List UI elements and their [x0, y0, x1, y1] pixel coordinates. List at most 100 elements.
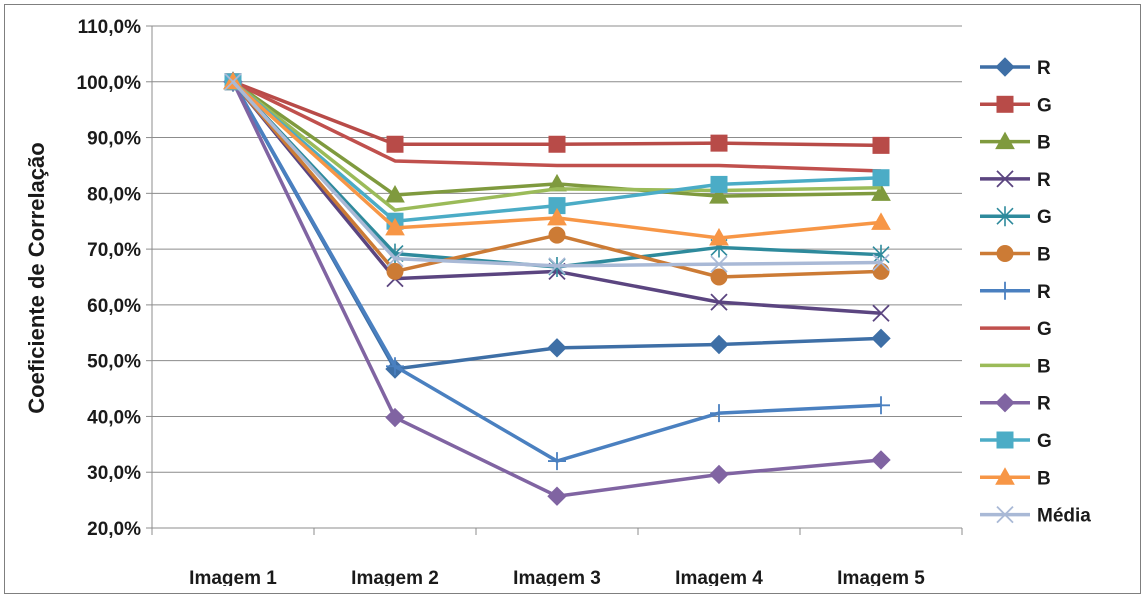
data-point — [872, 253, 890, 272]
legend-item: B — [980, 356, 1051, 377]
data-point — [709, 227, 729, 246]
legend-item: G — [980, 206, 1052, 228]
legend-marker — [996, 206, 1014, 227]
data-point — [872, 136, 890, 154]
series-8 — [232, 80, 882, 173]
x-tick-label: Imagem 2 — [351, 568, 439, 586]
data-point — [547, 207, 567, 226]
y-tick-label: 40,0% — [87, 407, 141, 428]
legend-label: R — [1037, 394, 1051, 415]
legend-item: G — [980, 319, 1052, 340]
data-point — [386, 357, 404, 376]
y-tick-label: 60,0% — [87, 296, 141, 317]
data-point — [709, 186, 729, 204]
legend-item: B — [980, 467, 1051, 489]
legend-label: R — [1037, 170, 1051, 191]
data-point — [548, 452, 566, 471]
data-point — [548, 257, 566, 275]
data-point — [871, 328, 891, 349]
data-point — [872, 169, 890, 187]
legend-item: Média — [980, 506, 1091, 527]
data-point — [871, 183, 891, 201]
data-point — [709, 464, 729, 485]
data-point — [710, 293, 728, 311]
legend-item: R — [980, 170, 1051, 191]
legend-label: G — [1037, 319, 1052, 340]
data-point — [872, 304, 890, 322]
data-point — [872, 396, 890, 415]
y-tick-label: 30,0% — [87, 463, 141, 484]
legend-marker — [996, 95, 1014, 113]
series-13 — [224, 73, 890, 275]
series-line — [231, 80, 882, 212]
x-tick-label: Imagem 1 — [189, 568, 277, 586]
x-tick-labels: Imagem 1 Imagem 2 Imagem 3 Imagem 4 Imagem 5 — [189, 568, 925, 586]
legend-label: G — [1037, 207, 1052, 228]
data-point — [385, 407, 405, 428]
series-line — [232, 80, 882, 173]
y-axis-label: Coeficiente de Correlação — [24, 142, 49, 413]
data-point — [386, 135, 404, 153]
legend-item: R — [980, 392, 1051, 415]
data-point — [224, 73, 242, 91]
legend-item: B — [980, 245, 1051, 266]
y-tick-label: 110,0% — [78, 17, 141, 38]
y-tick-label: 100,0% — [77, 73, 142, 94]
legend-label: Média — [1037, 506, 1091, 527]
y-tick-label: 20,0% — [87, 519, 141, 540]
legend-label: R — [1037, 282, 1051, 303]
legend-label: G — [1037, 431, 1052, 452]
data-point — [872, 262, 890, 280]
data-point — [547, 486, 567, 506]
series-group — [223, 71, 891, 506]
legend-label: B — [1037, 356, 1051, 377]
legend-label: B — [1037, 245, 1051, 266]
data-point — [385, 217, 405, 236]
x-tick-label: Imagem 3 — [513, 568, 601, 586]
legend-marker — [996, 505, 1014, 524]
axes — [146, 25, 963, 535]
legend-marker — [996, 281, 1014, 300]
data-point — [710, 268, 728, 286]
data-point — [386, 262, 404, 280]
legend-label: B — [1037, 133, 1051, 154]
data-point — [710, 255, 728, 273]
series-7 — [224, 72, 890, 471]
legend-label: B — [1037, 468, 1051, 489]
data-point — [710, 134, 728, 152]
x-tick-label: Imagem 5 — [837, 568, 925, 586]
data-point — [547, 173, 567, 192]
legend-marker — [995, 131, 1015, 150]
legend-marker — [995, 392, 1015, 413]
data-point — [386, 249, 404, 268]
series-3 — [223, 71, 891, 204]
series-2 — [224, 73, 890, 154]
gridlines — [152, 25, 962, 473]
legend-marker — [996, 170, 1014, 188]
data-point — [710, 175, 728, 193]
y-tick-label: 80,0% — [87, 184, 141, 205]
y-tick-label: 70,0% — [87, 240, 141, 261]
y-tick-labels: 20,0% 30,0% 40,0% 50,0% 60,0% 70,0% 80,0% 90,0%… — [77, 17, 142, 540]
series-9 — [231, 80, 882, 212]
data-point — [548, 135, 566, 153]
legend-marker — [995, 57, 1015, 77]
legend-item: B — [980, 131, 1051, 154]
legend-item: R — [980, 57, 1051, 79]
legend-label: R — [1037, 58, 1051, 79]
legend-item: G — [980, 95, 1052, 116]
data-point — [710, 404, 728, 423]
data-point — [871, 212, 891, 230]
legend-item: G — [980, 431, 1052, 452]
data-point — [709, 334, 729, 355]
y-tick-label: 90,0% — [87, 129, 141, 150]
legend-item: R — [980, 282, 1051, 303]
y-tick-label: 50,0% — [87, 352, 141, 373]
series-line — [231, 80, 882, 371]
data-point — [871, 450, 891, 470]
legend-marker — [995, 467, 1015, 485]
x-tick-label: Imagem 4 — [675, 568, 763, 586]
data-point — [547, 338, 567, 358]
